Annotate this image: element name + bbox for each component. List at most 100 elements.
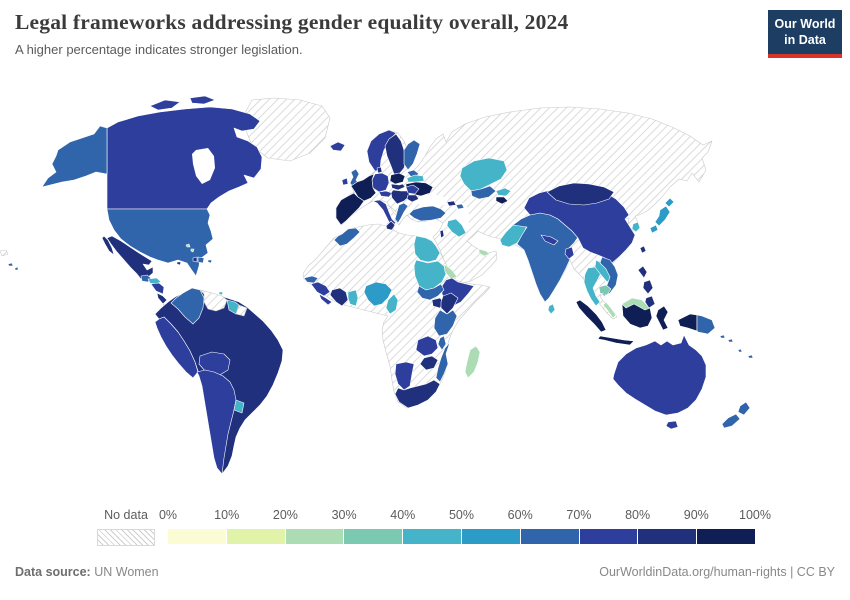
legend-cell-40-50%[interactable]	[403, 529, 462, 544]
country-kyrgyzstan[interactable]	[495, 187, 512, 197]
no-data-swatch[interactable]	[97, 529, 155, 546]
country-ireland[interactable]	[341, 177, 349, 186]
footer-link[interactable]: OurWorldinData.org/human-rights	[599, 565, 787, 579]
country-trinidad[interactable]	[218, 291, 224, 296]
legend-cell-60-70%[interactable]	[520, 529, 580, 544]
country-ghana[interactable]	[347, 289, 359, 307]
country-eritrea[interactable]	[443, 263, 458, 280]
country-malaysia-peninsula[interactable]	[602, 301, 617, 319]
country-usa-alaska[interactable]	[41, 125, 108, 188]
country-nicaragua[interactable]	[150, 282, 165, 295]
country-suriname[interactable]	[235, 304, 248, 317]
legend-cell-90-100%[interactable]	[697, 529, 755, 544]
country-nepal[interactable]	[540, 234, 559, 246]
country-georgia[interactable]	[446, 200, 457, 207]
country-sudan[interactable]	[413, 259, 447, 291]
country-azerbaijan[interactable]	[455, 203, 465, 210]
country-mongolia[interactable]	[546, 182, 615, 206]
country-malaysia-borneo[interactable]	[621, 297, 651, 311]
legend-cell-20-30%[interactable]	[285, 529, 345, 544]
country-bulgaria[interactable]	[406, 194, 420, 203]
country-haiti[interactable]	[192, 256, 198, 263]
country-nigeria[interactable]	[363, 281, 393, 307]
country-jamaica[interactable]	[176, 261, 182, 266]
country-zimbabwe[interactable]	[419, 355, 439, 371]
country-bahamas[interactable]	[185, 243, 195, 253]
country-israel[interactable]	[439, 229, 445, 239]
country-papua-new-guinea[interactable]	[696, 314, 716, 335]
world-map[interactable]	[0, 88, 850, 506]
country-iceland[interactable]	[329, 141, 346, 152]
legend-cell-80-90%[interactable]	[638, 529, 698, 544]
country-costa-rica[interactable]	[156, 292, 168, 305]
country-turkey[interactable]	[408, 205, 447, 222]
country-finland[interactable]	[403, 139, 421, 171]
country-belarus[interactable]	[406, 174, 425, 183]
country-romania[interactable]	[405, 184, 420, 195]
legend-cell-10-20%[interactable]	[226, 529, 286, 544]
region-balkans[interactable]	[390, 189, 411, 205]
legend-cell-0-10%[interactable]	[168, 529, 227, 544]
legend-cell-50-60%[interactable]	[461, 529, 521, 544]
country-mozambique[interactable]	[435, 341, 451, 383]
country-cambodia[interactable]	[598, 284, 612, 296]
country-denmark[interactable]	[376, 166, 383, 174]
country-czechia-slovakia[interactable]	[390, 183, 406, 191]
country-japan[interactable]	[649, 197, 675, 234]
country-egypt[interactable]	[413, 235, 441, 263]
country-vietnam[interactable]	[599, 256, 619, 297]
country-uruguay[interactable]	[233, 399, 245, 414]
legend-cell-70-80%[interactable]	[579, 529, 639, 544]
country-senegal[interactable]	[303, 275, 319, 284]
country-indonesia-sulawesi[interactable]	[655, 305, 669, 331]
country-peru[interactable]	[154, 316, 199, 379]
country-poland[interactable]	[389, 172, 406, 185]
country-sweden[interactable]	[384, 133, 407, 175]
country-venezuela[interactable]	[199, 289, 228, 312]
country-sierra-leone-liberia[interactable]	[318, 293, 333, 306]
country-namibia[interactable]	[394, 361, 415, 391]
country-tunisia[interactable]	[385, 220, 396, 231]
country-cote-divoire[interactable]	[329, 287, 349, 307]
country-south-korea[interactable]	[631, 221, 641, 233]
country-fiji[interactable]	[737, 348, 754, 359]
country-spain-portugal[interactable]	[335, 192, 365, 226]
country-puerto-rico[interactable]	[207, 259, 213, 264]
country-uae[interactable]	[478, 248, 491, 257]
country-bolivia[interactable]	[198, 351, 231, 377]
legend-cell-30-40%[interactable]	[344, 529, 404, 544]
country-madagascar[interactable]	[464, 345, 481, 379]
country-mexico[interactable]	[106, 235, 154, 280]
country-canada[interactable]	[106, 106, 263, 210]
country-guinea[interactable]	[310, 281, 331, 297]
country-bangladesh[interactable]	[564, 246, 575, 260]
country-indonesia-papua[interactable]	[677, 313, 698, 332]
country-australia[interactable]	[612, 334, 707, 416]
country-cameroon[interactable]	[385, 293, 399, 315]
owid-logo[interactable]: Our World in Data	[768, 10, 842, 59]
country-colombia[interactable]	[170, 287, 205, 325]
country-usa[interactable]	[106, 208, 214, 277]
country-indonesia-sumatra[interactable]	[575, 299, 607, 333]
country-tajikistan[interactable]	[495, 196, 509, 205]
region-alpine[interactable]	[378, 190, 393, 198]
country-taiwan[interactable]	[639, 245, 647, 254]
country-dominican-republic[interactable]	[197, 256, 205, 264]
country-kazakhstan[interactable]	[459, 157, 508, 192]
country-uzbekistan[interactable]	[470, 185, 497, 200]
country-morocco[interactable]	[333, 227, 361, 247]
country-greece[interactable]	[394, 202, 409, 224]
country-argentina-chile[interactable]	[196, 369, 237, 475]
country-philippines[interactable]	[637, 265, 656, 309]
country-new-zealand[interactable]	[721, 401, 751, 429]
country-malawi[interactable]	[437, 335, 447, 351]
region-baltics[interactable]	[406, 169, 420, 179]
country-zambia[interactable]	[415, 335, 439, 357]
country-germany[interactable]	[371, 172, 390, 193]
country-indonesia-java[interactable]	[597, 335, 635, 346]
country-sri-lanka[interactable]	[547, 303, 556, 315]
country-south-sudan[interactable]	[416, 283, 445, 301]
country-south-africa[interactable]	[394, 379, 441, 409]
country-iraq[interactable]	[446, 218, 467, 238]
country-kenya[interactable]	[440, 292, 459, 315]
